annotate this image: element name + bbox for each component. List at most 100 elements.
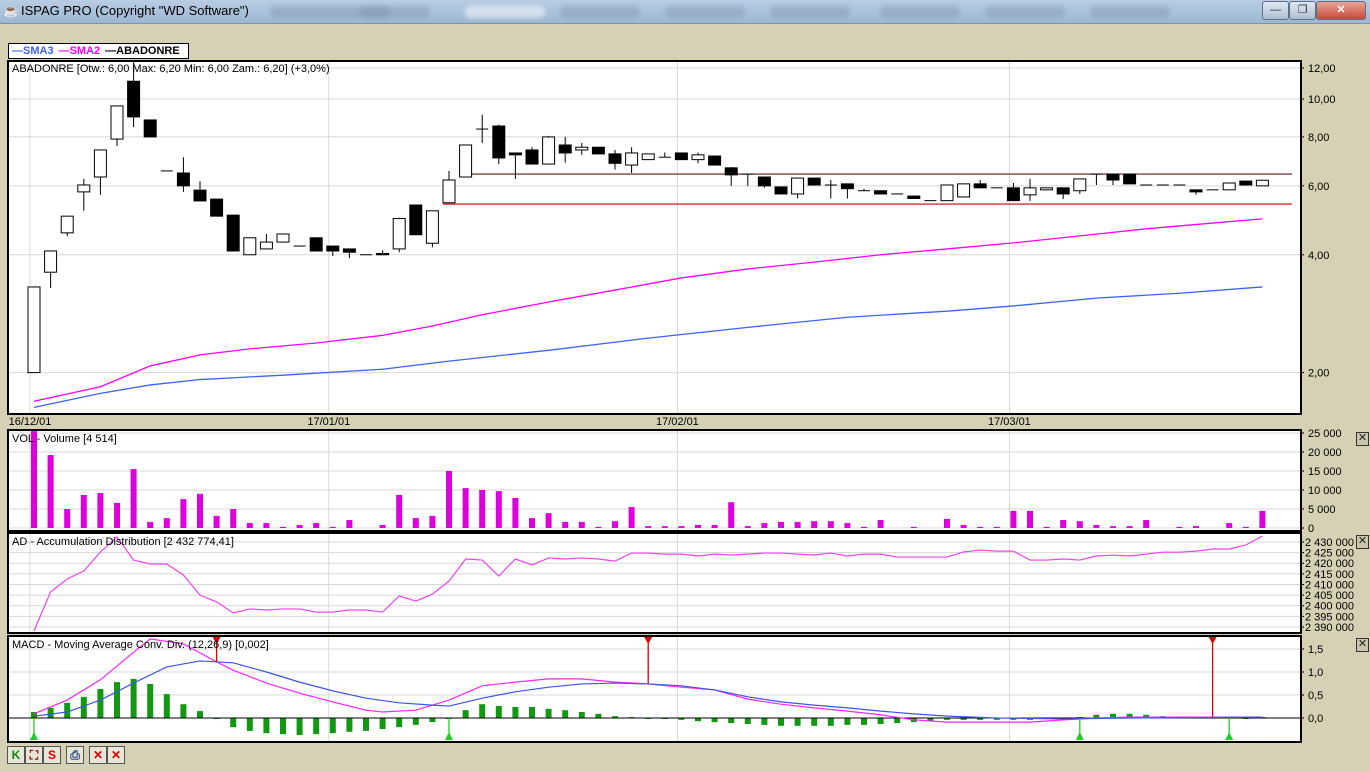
candle — [708, 155, 722, 166]
candle-body — [1073, 178, 1087, 192]
s-button[interactable]: S — [43, 746, 61, 764]
candle-body — [77, 184, 91, 193]
candle-body — [127, 80, 141, 118]
candle — [741, 173, 754, 186]
volume-bar — [230, 509, 237, 528]
volume-bar — [877, 520, 884, 528]
macd-histogram-bar — [462, 710, 469, 718]
x-tick-label: 17/03/01 — [988, 416, 1031, 428]
print-button[interactable]: ⎙ — [66, 746, 84, 764]
y-tick-label: 10 000 — [1308, 485, 1342, 497]
volume-bar — [446, 471, 452, 528]
volume-bar — [1193, 526, 1199, 528]
candle — [425, 210, 439, 248]
volume-bar — [728, 502, 735, 528]
volume-bar — [114, 502, 120, 528]
macd-histogram-bar — [296, 718, 303, 736]
macd-histogram-bar — [412, 718, 419, 725]
candle-body — [93, 149, 107, 178]
candle — [957, 183, 971, 198]
close-volume-panel-button[interactable]: ✕ — [1356, 432, 1369, 446]
candle — [243, 237, 257, 256]
candle — [77, 178, 91, 211]
volume-bar — [412, 518, 419, 528]
candle-body — [1255, 179, 1269, 187]
candle-body — [392, 218, 406, 250]
macd-histogram-bar — [97, 689, 104, 718]
candle-body — [724, 167, 738, 176]
macd-histogram-bar — [230, 718, 237, 728]
y-tick-label: 12,00 — [1308, 63, 1336, 75]
blurred-taskbar-item — [770, 6, 850, 18]
volume-bar — [1110, 526, 1116, 528]
candle — [1056, 187, 1070, 200]
candle — [143, 119, 157, 138]
candle — [176, 157, 190, 192]
volume-bar — [1010, 510, 1017, 528]
y-tick-label: 2 425 000 — [1305, 548, 1354, 560]
macd-histogram-bar — [927, 718, 934, 722]
volume-bar — [1259, 510, 1266, 528]
macd-histogram-bar — [1143, 714, 1150, 718]
macd-histogram-bar — [695, 718, 701, 722]
candle-body — [1222, 182, 1236, 191]
candle-body — [492, 125, 506, 159]
y-tick-label: 2,00 — [1308, 368, 1329, 380]
macd-histogram-bar — [346, 718, 353, 732]
candle-body — [243, 237, 257, 256]
macd-line-signal — [33, 660, 1263, 720]
blurred-taskbar-item — [665, 6, 745, 18]
volume-bar — [944, 518, 950, 528]
volume-bar — [761, 523, 768, 528]
volume-bar — [246, 523, 253, 528]
candle-body — [558, 144, 572, 154]
candle-body — [575, 146, 589, 151]
candle — [757, 176, 771, 188]
delete-one-button[interactable]: ✕ — [107, 746, 125, 764]
candle — [1023, 178, 1037, 201]
candle — [558, 136, 572, 163]
macd-histogram-bar — [827, 718, 834, 726]
candle-body — [226, 214, 240, 252]
y-tick-label: 15 000 — [1308, 466, 1342, 478]
macd-histogram-bar — [894, 718, 901, 724]
macd-histogram-bar — [429, 718, 436, 723]
close-ad-panel-button[interactable]: ✕ — [1356, 535, 1369, 549]
macd-histogram-bar — [794, 718, 801, 726]
macd-histogram-bar — [246, 718, 253, 731]
candle-body — [1189, 189, 1203, 193]
volume-bar — [313, 523, 320, 528]
macd-histogram-bar — [197, 711, 203, 718]
volume-bar — [1060, 520, 1067, 528]
close-macd-panel-button[interactable]: ✕ — [1356, 638, 1369, 652]
candle — [342, 248, 356, 259]
candle-body — [442, 179, 456, 204]
close-button[interactable]: ✕ — [1316, 1, 1366, 20]
volume-bar — [396, 494, 403, 528]
candle — [641, 153, 655, 161]
y-tick-label: 0,5 — [1308, 690, 1323, 702]
candle — [1090, 173, 1103, 185]
k-icon: K — [11, 748, 21, 762]
volume-bar — [827, 521, 834, 528]
candle-body — [840, 183, 854, 190]
candle — [60, 215, 74, 236]
delete-all-button[interactable]: ✕ — [89, 746, 107, 764]
y-tick-label: 2 390 000 — [1305, 622, 1354, 634]
fit-button[interactable]: ⛶ — [25, 746, 43, 764]
y-tick-label: 25 000 — [1308, 428, 1342, 440]
candle-body — [110, 105, 124, 140]
panel-price — [7, 60, 1304, 415]
volume-bar — [661, 526, 668, 528]
macd-histogram-bar — [80, 696, 87, 718]
panel-border — [7, 429, 1302, 532]
candle-body — [1239, 180, 1253, 186]
minimize-button[interactable]: — — [1262, 1, 1289, 20]
k-button[interactable]: K — [7, 746, 25, 764]
restore-button[interactable]: ❐ — [1289, 1, 1316, 20]
macd-histogram-bar — [562, 710, 569, 718]
y-tick-label: 0,0 — [1308, 713, 1323, 725]
macd-histogram-bar — [595, 713, 602, 718]
panel-border — [7, 60, 1302, 415]
